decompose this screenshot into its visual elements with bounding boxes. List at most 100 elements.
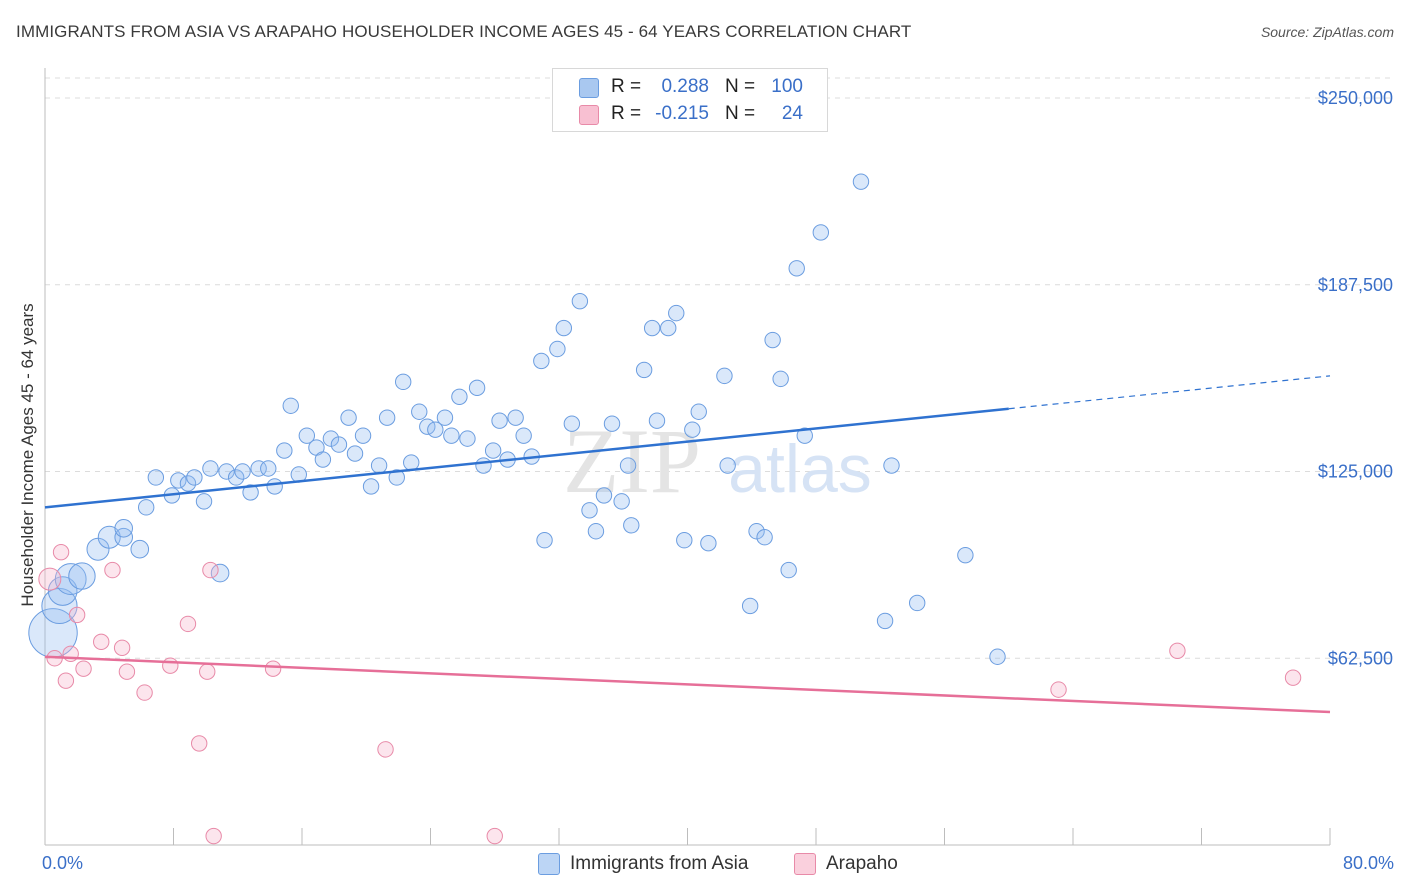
legend-r-label: R =: [611, 103, 642, 124]
asia-point-74: [660, 319, 677, 337]
asia-point-20: [227, 469, 245, 486]
asia-point-24: [260, 460, 277, 477]
asia-point-10: [137, 499, 155, 516]
asia-point-87: [780, 561, 797, 579]
asia-point-40: [388, 469, 405, 486]
asia-point-75: [668, 304, 685, 322]
arapaho-point-5: [68, 606, 86, 624]
arapaho-point-3: [57, 672, 75, 689]
legend-label-asia: Immigrants from Asia: [570, 853, 749, 874]
trend-line-asia-extension: [1008, 375, 1331, 410]
asia-point-43: [411, 403, 428, 420]
asia-point-71: [635, 361, 653, 379]
asia-point-50: [468, 379, 486, 397]
gridlines: [44, 68, 1395, 846]
asia-point-53: [491, 412, 508, 429]
asia-point-85: [764, 331, 781, 349]
asia-point-78: [690, 403, 707, 420]
legend-n-label: N =: [725, 103, 756, 124]
arapaho-point-9: [113, 639, 131, 656]
trend-line-asia: [44, 407, 1009, 509]
asia-point-73: [648, 412, 666, 429]
legend-n-label: N =: [725, 76, 756, 97]
asia-point-72: [643, 319, 661, 337]
asia-point-91: [852, 173, 870, 190]
series-legend: Immigrants from Asia Arapaho: [0, 852, 1406, 878]
asia-point-26: [276, 442, 293, 459]
legend-row-asia: R = 0.288 N = 100: [553, 74, 827, 100]
stats-legend: R = 0.288 N = 100 R = -0.215 N = 24: [552, 68, 828, 132]
legend-swatch-asia: [579, 78, 599, 98]
asia-point-76: [676, 532, 693, 549]
chart-title: IMMIGRANTS FROM ASIA VS ARAPAHO HOUSEHOL…: [16, 22, 912, 41]
legend-swatch-arapaho: [794, 853, 816, 875]
asia-point-14: [179, 475, 197, 492]
asia-point-27: [282, 397, 299, 414]
arapaho-point-10: [118, 663, 136, 680]
legend-swatch-arapaho: [579, 105, 599, 125]
arapaho-point-22: [1169, 642, 1186, 659]
asia-point-83: [748, 523, 765, 540]
asia-point-39: [378, 409, 396, 426]
legend-label-arapaho: Arapaho: [826, 853, 898, 874]
asia-point-79: [700, 535, 717, 552]
asia-point-89: [796, 427, 813, 444]
arapaho-point-12: [162, 657, 179, 674]
x-tick-label-max: 80.0%: [1343, 853, 1394, 873]
asia-point-38: [370, 457, 388, 474]
asia-point-8: [114, 518, 134, 538]
arapaho-point-21: [1050, 681, 1067, 698]
asia-point-65: [587, 523, 605, 540]
asia-point-31: [314, 451, 332, 468]
asia-point-6: [97, 525, 121, 549]
asia-point-11: [147, 469, 165, 486]
asia-point-21: [234, 463, 251, 480]
asia-point-51: [475, 457, 492, 474]
arapaho-point-18: [264, 660, 282, 677]
asia-point-52: [484, 442, 502, 459]
series-immigrants-from-asia: [28, 173, 1006, 665]
asia-point-1: [41, 587, 78, 625]
arapaho-point-8: [104, 561, 121, 579]
asia-point-45: [427, 421, 444, 438]
y-axis-labels: $62,500 $125,000 $187,500 $250,000: [1318, 88, 1393, 668]
asia-point-94: [908, 594, 926, 612]
asia-point-2: [47, 576, 78, 606]
asia-point-77: [684, 421, 701, 438]
asia-point-18: [210, 563, 230, 583]
asia-point-34: [340, 409, 357, 426]
y-tick-label-0: $62,500: [1328, 648, 1393, 668]
y-tick-label-2: $187,500: [1318, 275, 1393, 295]
legend-r-label: R =: [611, 76, 642, 97]
asia-point-67: [603, 415, 621, 432]
asia-point-37: [362, 478, 380, 495]
asia-point-9: [130, 539, 150, 559]
arapaho-point-0: [38, 567, 62, 591]
series-arapaho: [38, 543, 1302, 845]
asia-point-68: [613, 493, 630, 510]
arapaho-point-23: [1284, 669, 1302, 686]
asia-point-15: [186, 469, 203, 486]
asia-point-60: [549, 340, 566, 358]
arapaho-point-17: [205, 827, 222, 845]
asia-point-3: [54, 563, 87, 595]
asia-point-22: [242, 484, 259, 501]
legend-r-value: -0.215: [655, 103, 709, 124]
asia-point-64: [581, 502, 598, 519]
trend-lines: [44, 375, 1331, 714]
asia-point-66: [595, 487, 613, 504]
watermark-zip: ZIP: [563, 410, 701, 512]
legend-row-arapaho: R = -0.215 N = 24: [553, 101, 827, 127]
arapaho-point-14: [191, 735, 208, 752]
asia-point-70: [623, 517, 640, 534]
y-axis-title: Householder Income Ages 45 - 64 years: [18, 303, 37, 606]
asia-point-41: [394, 373, 412, 391]
asia-point-95: [957, 546, 974, 564]
asia-point-16: [195, 493, 213, 510]
x-axis-ticks: [44, 828, 1331, 845]
asia-point-62: [563, 415, 581, 432]
arapaho-point-2: [52, 543, 70, 561]
legend-n-value: 100: [771, 76, 803, 97]
asia-point-55: [507, 409, 524, 426]
